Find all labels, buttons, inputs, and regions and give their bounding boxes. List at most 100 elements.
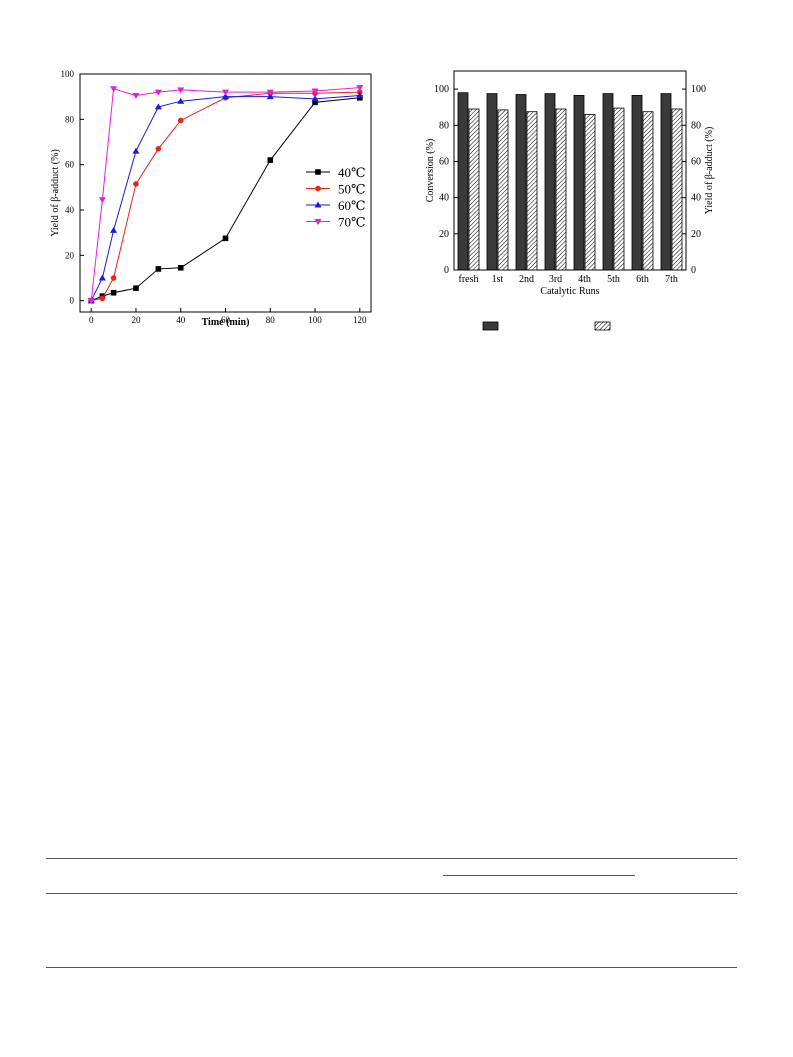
data-point (110, 289, 117, 296)
x-tick-label: 0 (89, 315, 94, 325)
left-y-tick-label: 60 (439, 156, 449, 167)
table-top-rule (46, 858, 737, 859)
conversion-bar (573, 95, 585, 271)
data-point (266, 93, 274, 100)
category-label: 1st (492, 274, 504, 285)
series-line-0 (91, 97, 360, 302)
data-point (132, 93, 140, 100)
data-point (356, 92, 364, 99)
data-point (314, 201, 322, 208)
left-y-tick-label: 80 (439, 120, 449, 131)
y-tick-label: 100 (61, 69, 75, 79)
data-point (177, 265, 184, 271)
data-point (222, 93, 229, 100)
data-point (311, 88, 319, 95)
table-header-rule (46, 893, 737, 894)
category-label: 7th (665, 274, 678, 285)
category-label: 5th (607, 274, 620, 285)
conversion-bar (544, 93, 556, 271)
y-tick-label: 60 (65, 160, 75, 170)
category-label: 2nd (519, 274, 534, 285)
y-tick-label: 20 (65, 250, 75, 260)
data-point (132, 147, 140, 154)
category-label: 3rd (549, 274, 562, 285)
legend-swatch-conversion (482, 321, 499, 331)
yield-bar (671, 108, 683, 271)
y-tick-label: 80 (65, 114, 75, 124)
yield-bar (497, 109, 509, 271)
data-point (312, 99, 318, 106)
data-point (133, 181, 139, 187)
right-y-tick-label: 20 (691, 229, 701, 240)
yield-bar (584, 114, 596, 271)
data-point (155, 266, 162, 272)
table-bottom-rule (46, 967, 737, 968)
y-tick-label: 0 (70, 296, 75, 306)
category-label: fresh (459, 274, 479, 285)
data-point (222, 89, 229, 96)
data-point (99, 295, 106, 302)
bar-left-y-axis-label: Conversion (%) (425, 139, 436, 203)
series-line-2 (90, 95, 360, 301)
conversion-bar (631, 95, 643, 271)
data-point (177, 97, 185, 104)
data-point (110, 226, 118, 233)
series-line-3 (90, 87, 360, 301)
data-point (177, 87, 185, 94)
y-tick-label: 40 (65, 205, 75, 215)
right-y-tick-label: 100 (691, 84, 706, 95)
legend-label-1: 50℃ (338, 182, 366, 197)
category-label: 4th (578, 274, 591, 285)
data-point (154, 89, 162, 96)
conversion-bar (660, 93, 672, 271)
x-tick-label: 40 (176, 315, 186, 325)
x-tick-label: 80 (266, 315, 276, 325)
category-label: 6th (636, 274, 649, 285)
data-point (315, 185, 321, 192)
left-y-tick-label: 40 (439, 193, 449, 204)
data-point (98, 274, 106, 281)
table-group-rule (443, 875, 635, 876)
data-point (110, 86, 118, 93)
data-point (315, 169, 321, 175)
data-point (155, 146, 162, 152)
yield-bar (555, 108, 567, 271)
bar-plot-frame (453, 70, 687, 271)
conversion-bar (457, 92, 469, 271)
left-y-tick-label: 100 (434, 84, 449, 95)
data-point (267, 157, 274, 163)
data-point (154, 103, 162, 110)
right-y-tick-label: 80 (691, 120, 701, 131)
x-tick-label: 100 (308, 315, 322, 325)
data-point (98, 197, 106, 204)
series-line-1 (91, 91, 360, 302)
right-y-tick-label: 40 (691, 193, 701, 204)
data-point (133, 285, 139, 291)
x-axis-label: Time (min) (202, 317, 250, 328)
right-y-tick-label: 0 (691, 265, 696, 276)
data-point (87, 298, 95, 305)
data-point (356, 85, 364, 92)
data-point (177, 117, 184, 124)
left-y-tick-label: 20 (439, 229, 449, 240)
bar-right-y-axis-label: Yield of β-adduct (%) (704, 127, 715, 215)
x-tick-label: 20 (131, 315, 141, 325)
data-point (311, 95, 319, 102)
legend-label-2: 60℃ (338, 198, 366, 213)
left-y-tick-label: 0 (444, 265, 449, 276)
data-point (222, 235, 229, 242)
yield-bar (526, 111, 538, 271)
conversion-bar (602, 93, 614, 271)
conversion-bar (515, 94, 527, 271)
yield-bar (642, 111, 654, 271)
x-tick-label: 120 (353, 315, 367, 325)
conversion-bar (486, 93, 498, 271)
legend-label-0: 40℃ (338, 165, 366, 180)
data-point (110, 275, 117, 281)
y-axis-label: Yield of β-adduct (%) (50, 149, 61, 237)
bar-x-axis-label: Catalytic Runs (540, 286, 599, 297)
yield-bar (468, 108, 480, 271)
legend-label-3: 70℃ (338, 215, 366, 230)
x-tick-label: 60 (221, 315, 231, 325)
